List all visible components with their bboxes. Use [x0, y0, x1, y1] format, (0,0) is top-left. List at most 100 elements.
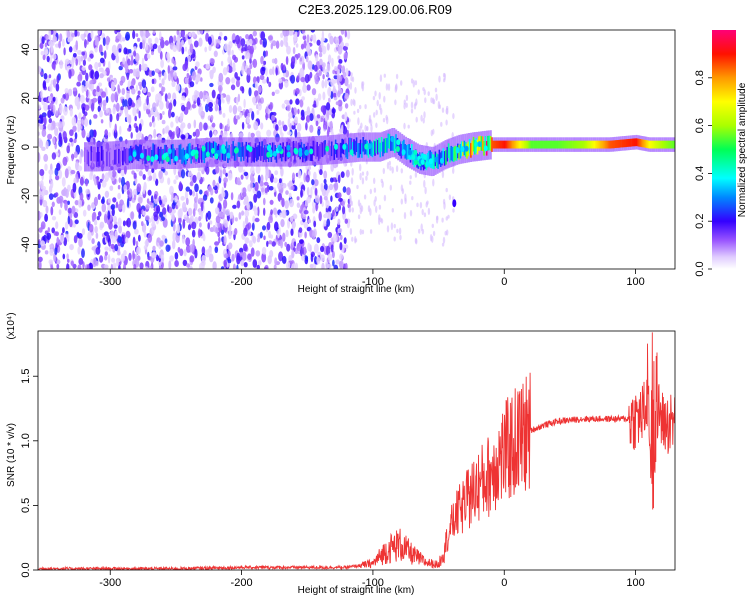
noise-speck: [123, 47, 128, 55]
noise-speck: [62, 156, 68, 166]
noise-speck: [274, 221, 279, 232]
noise-speck: [66, 145, 70, 154]
noise-speck: [181, 46, 185, 55]
noise-speck: [118, 265, 121, 269]
noise-speck: [115, 38, 120, 43]
noise-speck: [235, 79, 240, 88]
noise-speck: [259, 39, 263, 45]
ridge-blob: [162, 153, 167, 159]
noise-speck: [139, 30, 144, 37]
noise-speck: [300, 76, 306, 83]
noise-speck: [95, 246, 101, 255]
noise-speck: [438, 75, 441, 83]
noise-speck: [152, 30, 156, 35]
noise-speck: [194, 94, 198, 100]
noise-speck: [257, 102, 262, 111]
y-tick-label: 0.5: [20, 498, 32, 513]
noise-speck: [271, 241, 276, 247]
noise-speck: [424, 97, 427, 104]
noise-speck: [313, 100, 317, 108]
noise-speck: [288, 192, 292, 198]
noise-speck: [313, 64, 318, 72]
noise-speck: [192, 131, 197, 137]
ridge-cell: [665, 140, 668, 149]
ridge-cell: [375, 138, 378, 154]
ridge-cell: [204, 143, 207, 158]
noise-speck: [54, 192, 59, 198]
y-tick-label: -20: [20, 188, 32, 204]
noise-speck: [77, 264, 82, 269]
ridge-cell: [332, 145, 334, 161]
noise-speck: [351, 207, 354, 213]
noise-speck: [261, 252, 267, 263]
noise-speck: [97, 95, 102, 104]
noise-speck: [281, 197, 285, 208]
noise-speck: [40, 212, 43, 218]
noise-speck: [50, 43, 54, 54]
noise-speck: [109, 185, 114, 191]
ridge-cell: [229, 146, 232, 162]
noise-speck: [290, 228, 294, 236]
noise-speck: [59, 234, 65, 243]
ridge-cell: [585, 140, 588, 149]
noise-speck: [263, 207, 266, 216]
ridge-blob: [477, 141, 482, 148]
noise-speck: [223, 199, 228, 209]
noise-speck: [250, 247, 255, 257]
noise-speck: [184, 189, 188, 200]
noise-speck: [256, 190, 262, 199]
noise-speck: [88, 223, 94, 233]
ridge-blob: [455, 147, 460, 154]
noise-speck: [370, 124, 373, 133]
noise-speck: [59, 104, 63, 114]
noise-speck: [102, 37, 106, 46]
noise-speck: [179, 115, 183, 123]
noise-speck: [193, 119, 197, 129]
noise-speck: [300, 109, 305, 117]
noise-speck: [139, 262, 144, 269]
ridge-cell: [496, 140, 498, 149]
noise-speck: [222, 168, 227, 175]
noise-speck: [40, 221, 46, 230]
noise-speck: [280, 62, 284, 71]
ridge-cell: [614, 140, 617, 148]
ridge-cell: [290, 147, 292, 162]
noise-speck: [189, 189, 193, 196]
noise-speck: [364, 104, 367, 110]
noise-speck: [55, 110, 59, 117]
noise-speck: [250, 166, 255, 176]
noise-speck: [152, 245, 156, 252]
noise-speck: [200, 106, 204, 111]
ridge-cell: [569, 140, 572, 149]
noise-speck: [42, 54, 46, 61]
ridge-cell: [531, 140, 534, 149]
noise-speck: [246, 67, 251, 76]
noise-speck: [285, 229, 289, 238]
noise-speck: [223, 177, 229, 184]
ridge-cell: [572, 140, 575, 149]
noise-speck: [81, 84, 85, 94]
noise-speck: [231, 253, 235, 262]
noise-speck: [107, 210, 111, 220]
noise-speck: [56, 263, 60, 269]
noise-speck: [175, 233, 180, 243]
noise-speck: [185, 237, 191, 247]
noise-speck: [47, 227, 50, 233]
ridge-cell: [463, 140, 466, 156]
noise-speck: [250, 132, 255, 138]
noise-speck: [39, 124, 44, 130]
ridge-cell: [353, 139, 355, 154]
noise-speck: [114, 49, 119, 57]
noise-speck: [195, 61, 200, 68]
ridge-cell: [459, 143, 462, 159]
noise-speck: [374, 90, 377, 97]
noise-speck: [98, 44, 103, 54]
noise-speck: [320, 254, 325, 262]
ridge-cell: [593, 140, 596, 149]
ridge-cell: [664, 140, 667, 149]
spectrogram-x-ticks: -300 -200 -100 0 100: [99, 269, 645, 288]
noise-speck: [248, 38, 253, 46]
ridge-cell: [650, 140, 652, 149]
noise-speck: [55, 175, 60, 181]
noise-speck: [125, 111, 129, 118]
